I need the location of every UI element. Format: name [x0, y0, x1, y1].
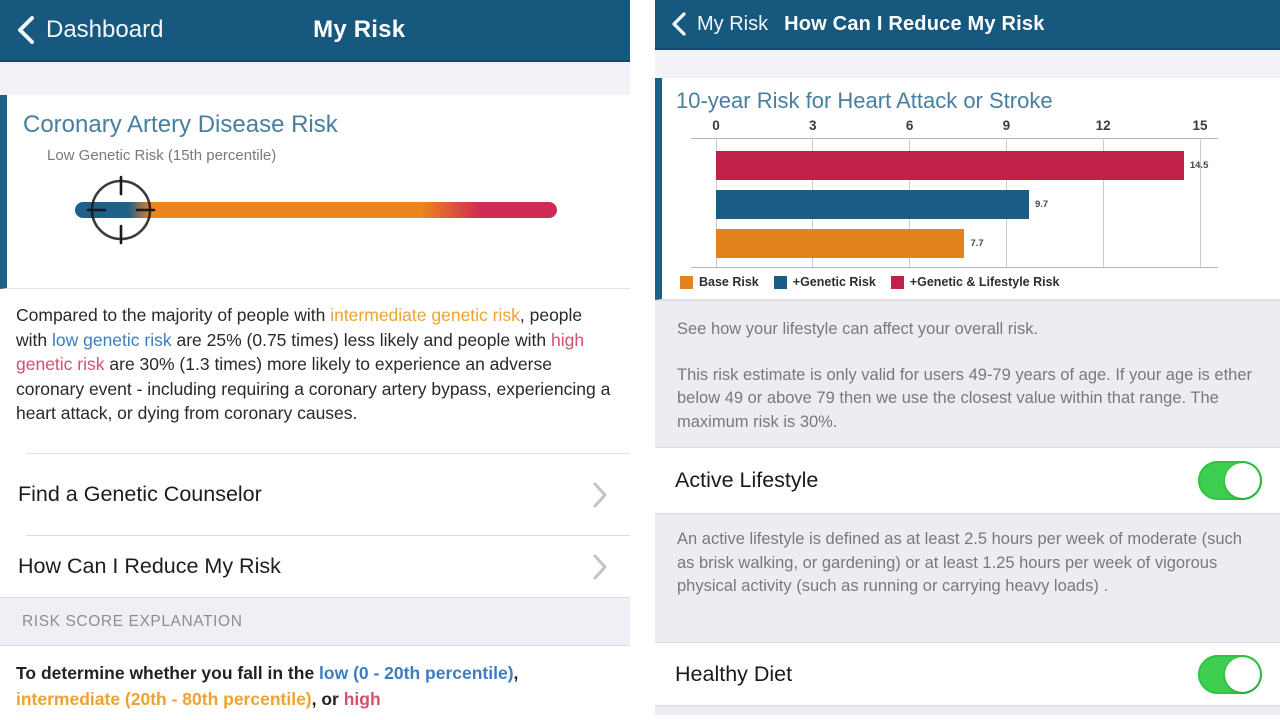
page-title-reduce-risk: How Can I Reduce My Risk [784, 12, 1045, 35]
axis-tick-label: 0 [712, 118, 720, 133]
explanation-text: , [513, 663, 519, 683]
axis-tick-label: 15 [1192, 118, 1208, 133]
back-button-dashboard[interactable]: Dashboard [0, 15, 163, 45]
menu-item-label: How Can I Reduce My Risk [18, 554, 281, 578]
legend-label: Base Risk [699, 275, 759, 289]
back-chevron-icon [672, 12, 686, 36]
menu-item-how-can-i-reduce-my-risk[interactable]: How Can I Reduce My Risk [0, 536, 630, 597]
intermediate-percentile-term: intermediate (20th - 80th percentile) [16, 689, 312, 709]
paragraph-text: , people with [16, 305, 583, 350]
explanation-text: , or [311, 689, 344, 709]
info-line-2: This risk estimate is only valid for use… [677, 365, 1253, 431]
low-percentile-term: low (0 - 20th percentile) [319, 663, 514, 683]
healthy-diet-label: Healthy Diet [675, 661, 793, 686]
active-lifestyle-toggle[interactable] [1198, 461, 1262, 500]
menu-item-find-genetic-counselor[interactable]: Find a Genetic Counselor [0, 454, 630, 535]
gridline [1199, 138, 1201, 268]
bar-value-label: 7.7 [970, 238, 984, 249]
back-chevron-icon [18, 16, 34, 44]
intermediate-risk-term: intermediate genetic risk [330, 305, 520, 325]
divider [26, 535, 630, 536]
axis-tick-label: 12 [1095, 118, 1111, 133]
active-lifestyle-definition: An active lifestyle is defined as at lea… [677, 530, 1242, 595]
nav-bar-left: Dashboard My Risk [0, 0, 630, 62]
axis-tick-label: 9 [1002, 118, 1011, 133]
lifestyle-info-box: See how your lifestyle can affect your o… [655, 300, 1280, 448]
chart-title: 10-year Risk for Heart Attack or Stroke [676, 88, 1053, 113]
low-risk-term: low genetic risk [51, 329, 172, 350]
legend-item: +Genetic & Lifestyle Risk [890, 275, 1060, 289]
legend-item: Base Risk [680, 275, 759, 289]
axis-tick-label: 3 [809, 118, 817, 133]
next-section-edge [655, 705, 1280, 715]
crosshair-marker-icon [86, 175, 156, 245]
bar--genetic-lifestyle-risk [716, 151, 1184, 180]
back-button-label: Dashboard [46, 16, 164, 43]
risk-comparison-paragraph: Compared to the majority of people with … [0, 289, 630, 453]
cad-risk-title: Coronary Artery Disease Risk [23, 111, 338, 138]
high-percentile-term: high [343, 689, 381, 709]
legend-item: +Genetic Risk [773, 275, 876, 289]
menu-item-label: Find a Genetic Counselor [18, 482, 262, 506]
risk-score-explanation-text: To determine whether you fall in the low… [0, 646, 630, 712]
ten-year-risk-card: 10-year Risk for Heart Attack or Stroke … [655, 78, 1280, 300]
bar-value-label: 9.7 [1034, 199, 1049, 210]
chart-legend: Base Risk +Genetic Risk +Genetic & Lifesty… [680, 275, 1200, 289]
section-header-risk-score-explanation: RISK SCORE EXPLANATION [0, 597, 630, 646]
bar--genetic-risk [716, 190, 1029, 219]
cad-risk-subtitle: Low Genetic Risk (15th percentile) [47, 147, 277, 164]
chart-plot: 14.5 9.7 7.7 [691, 138, 1218, 268]
healthy-diet-toggle[interactable] [1198, 654, 1262, 694]
active-lifestyle-definition-box: An active lifestyle is defined as at lea… [655, 513, 1280, 643]
legend-swatch [890, 275, 904, 289]
section-gap [655, 50, 1280, 78]
axis-tick-label: 6 [905, 118, 914, 133]
bar-value-label: 14.5 [1189, 160, 1209, 171]
screen-reduce-my-risk: My Risk How Can I Reduce My Risk 10-year… [655, 0, 1280, 720]
gridline [1102, 138, 1104, 268]
active-lifestyle-label: Active Lifestyle [675, 468, 819, 492]
active-lifestyle-row: Active Lifestyle [655, 448, 1280, 513]
paragraph-text: Compared to the majority of people with [16, 305, 331, 325]
paragraph-text: are 30% (1.3 times) more likely to exper… [16, 354, 611, 423]
nav-bar-right: My Risk How Can I Reduce My Risk [655, 0, 1280, 50]
screen-my-risk: Dashboard My Risk Coronary Artery Diseas… [0, 0, 630, 720]
section-gap [0, 62, 630, 95]
info-line-1: See how your lifestyle can affect your o… [677, 320, 1039, 338]
paragraph-text: are 25% (0.75 times) less likely and peo… [171, 329, 551, 350]
toggle-knob [1225, 463, 1260, 498]
chevron-right-icon [593, 482, 607, 507]
divider [26, 453, 630, 454]
section-header-label: RISK SCORE EXPLANATION [22, 612, 243, 630]
risk-bar-chart: 0 3 6 9 12 15 14.5 9.7 7.7 Base Risk +Genetic Ri… [680, 118, 1218, 289]
cad-risk-card: Coronary Artery Disease Risk Low Genetic… [0, 95, 630, 289]
legend-swatch [773, 275, 787, 289]
page-title-my-risk: My Risk [313, 16, 406, 43]
legend-swatch [680, 275, 693, 289]
chart-axis-ticks: 0 3 6 9 12 15 [712, 118, 1207, 138]
back-button-my-risk[interactable]: My Risk [655, 11, 768, 37]
high-risk-term: high genetic risk [16, 329, 585, 375]
bar-base-risk [716, 229, 965, 258]
legend-label: +Genetic & Lifestyle Risk [909, 275, 1060, 289]
back-button-label: My Risk [697, 12, 769, 35]
healthy-diet-row: Healthy Diet [655, 643, 1280, 705]
explanation-text: To determine whether you fall in the [16, 663, 320, 683]
risk-gradient [75, 202, 557, 218]
genetic-risk-gradient-bar [75, 175, 557, 245]
chevron-right-icon [593, 554, 607, 579]
legend-label: +Genetic Risk [792, 275, 876, 289]
toggle-knob [1225, 656, 1260, 692]
